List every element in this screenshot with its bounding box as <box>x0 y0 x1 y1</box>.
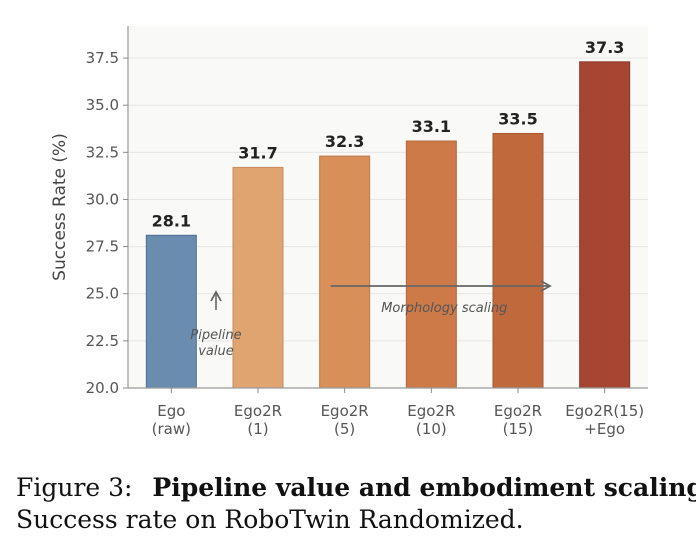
value-label: 28.1 <box>152 211 191 230</box>
x-tick-label: (1) <box>247 420 268 438</box>
caption-title: Pipeline value and embodiment scaling. <box>152 473 696 502</box>
x-tick-label: (5) <box>334 420 355 438</box>
caption-text: Success rate on RoboTwin Randomized. <box>16 505 524 534</box>
bar <box>405 140 457 389</box>
caption-line-1: Figure 3: Pipeline value and embodiment … <box>16 472 696 504</box>
y-axis-ticks: 20.0 22.5 25.0 27.5 30.0 32.5 35.0 37.5 <box>86 49 128 397</box>
y-tick-label: 20.0 <box>86 379 119 397</box>
y-tick-label: 30.0 <box>86 190 119 208</box>
bar <box>145 234 197 389</box>
value-label: 33.1 <box>412 117 451 136</box>
x-tick-label: (10) <box>416 420 447 438</box>
x-tick-label: (15) <box>503 420 534 438</box>
value-label: 33.5 <box>498 109 537 128</box>
y-tick-label: 32.5 <box>86 143 119 161</box>
axes <box>127 26 648 389</box>
x-tick-label: (raw) <box>152 420 191 438</box>
figure-caption: Figure 3: Pipeline value and embodiment … <box>16 472 696 536</box>
value-labels: 28.1 31.7 32.3 33.1 33.5 37.3 <box>152 38 625 230</box>
x-tick-label: Ego <box>157 402 185 420</box>
x-axis-ticks: Ego(raw)Ego2R(1)Ego2R(5)Ego2R(10)Ego2R(1… <box>152 388 644 438</box>
x-tick-label: Ego2R(15) <box>565 402 644 420</box>
y-tick-label: 37.5 <box>86 49 119 67</box>
bar-chart: 20.0 22.5 25.0 27.5 30.0 32.5 35.0 37.5 Ego(raw… <box>50 26 648 438</box>
bar <box>492 132 544 389</box>
y-tick-label: 22.5 <box>86 332 119 350</box>
x-tick-label: Ego2R <box>494 402 542 420</box>
bar <box>232 166 284 389</box>
bar <box>319 155 371 389</box>
x-tick-label: Ego2R <box>407 402 455 420</box>
x-tick-label: Ego2R <box>321 402 369 420</box>
morphology-annotation-text: Morphology scaling <box>381 301 507 316</box>
plot-area <box>128 26 648 388</box>
y-axis-label: Success Rate (%) <box>50 133 70 281</box>
pipeline-annotation-text: Pipeline <box>190 328 241 343</box>
value-label: 31.7 <box>238 143 277 162</box>
y-tick-label: 25.0 <box>86 285 119 303</box>
y-tick-label: 27.5 <box>86 238 119 256</box>
x-tick-label: +Ego <box>584 420 625 438</box>
x-tick-label: Ego2R <box>234 402 282 420</box>
value-label: 37.3 <box>585 38 624 57</box>
y-tick-label: 35.0 <box>86 96 119 114</box>
caption-label: Figure 3: <box>16 473 133 502</box>
pipeline-annotation-text: value <box>198 344 234 359</box>
bar <box>579 61 631 389</box>
value-label: 32.3 <box>325 132 364 151</box>
